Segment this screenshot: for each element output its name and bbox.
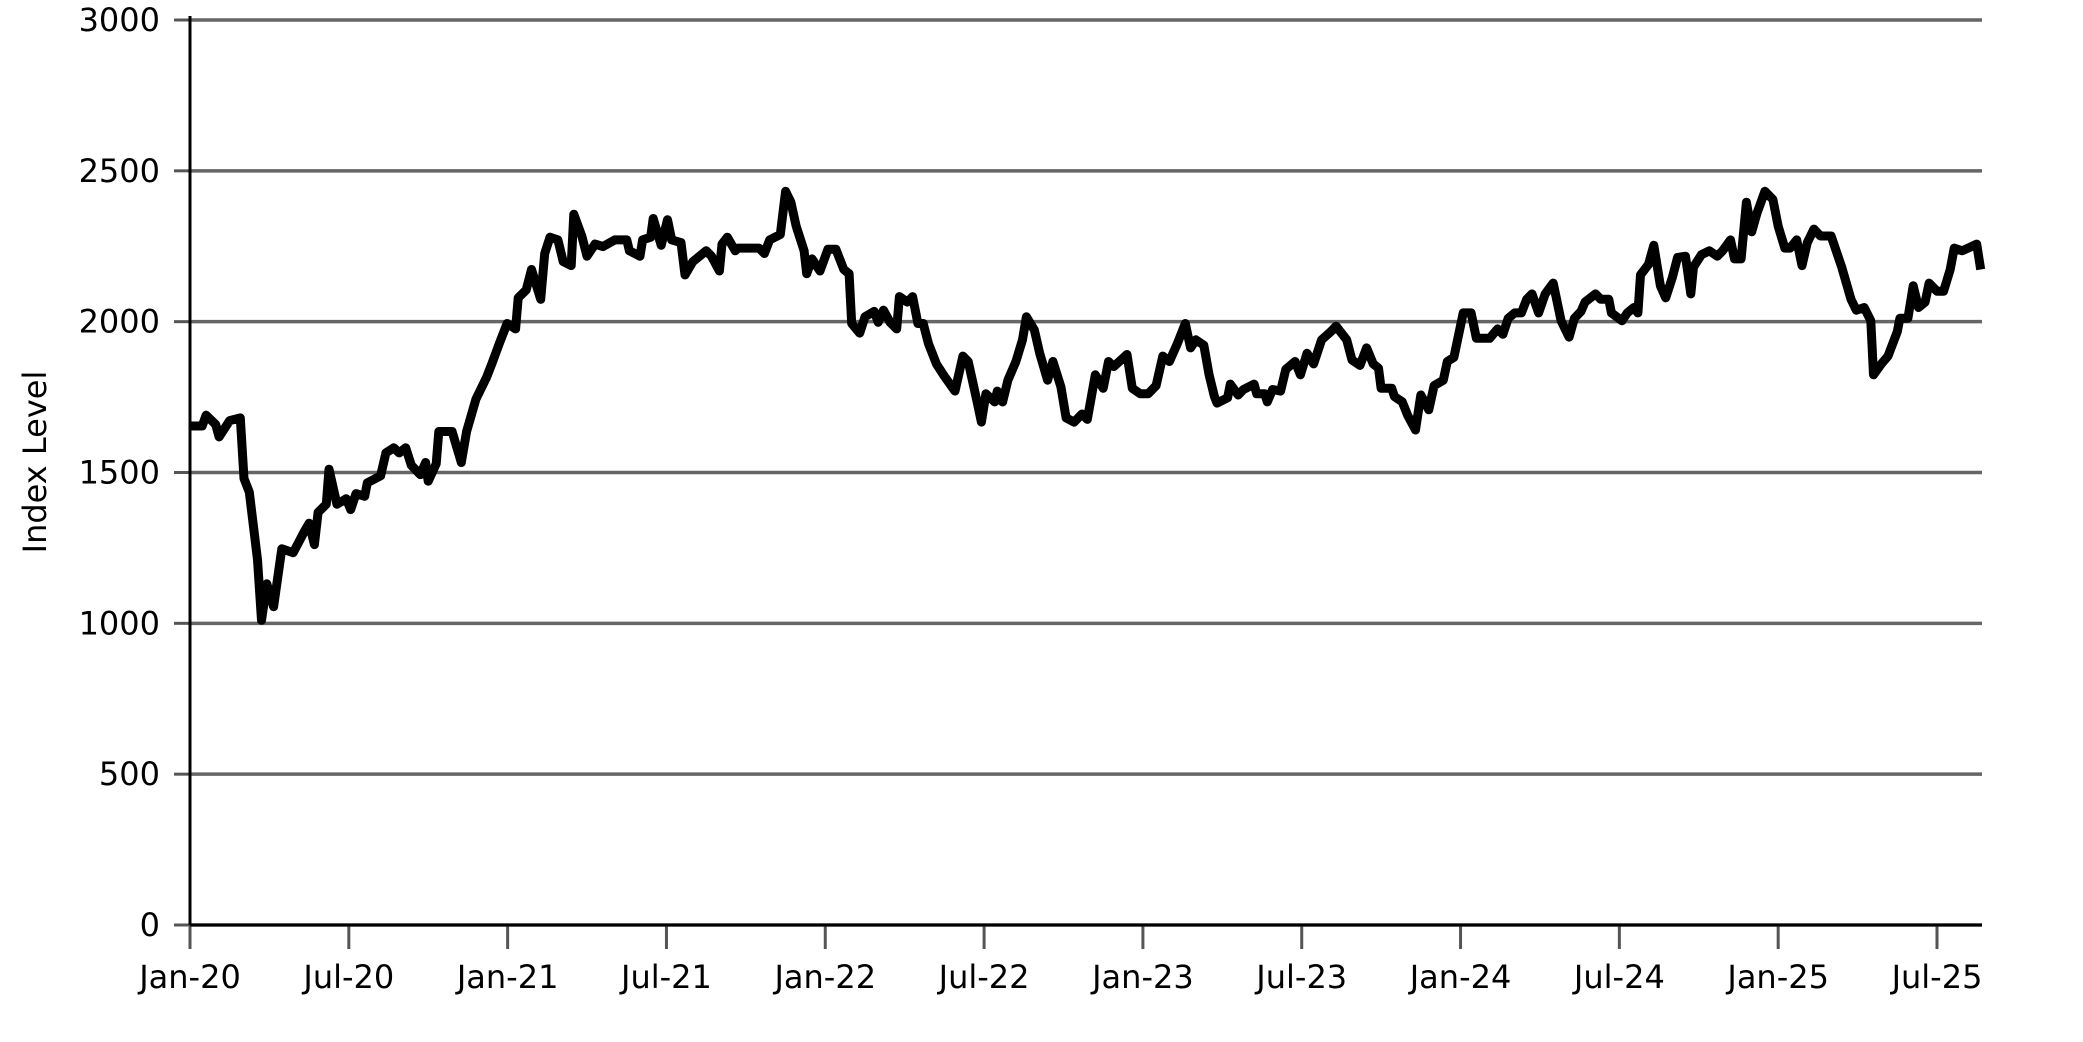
x-tick-label: Jul-21 [619,958,712,996]
y-tick-label: 1000 [79,604,160,642]
x-tick-label: Jul-23 [1254,958,1347,996]
x-tick-label: Jan-24 [1408,958,1512,996]
y-tick-label: 0 [140,906,160,944]
y-tick-label: 1500 [79,454,160,492]
x-tick-label: Jul-24 [1572,958,1665,996]
y-tick-label: 3000 [79,1,160,39]
x-tick-label: Jul-25 [1890,958,1983,996]
y-axis-label: Index Level [16,371,54,554]
x-tick-label: Jan-20 [137,958,241,996]
x-tick-label: Jan-23 [1090,958,1194,996]
y-tick-label: 2000 [79,303,160,341]
x-tick-label: Jul-22 [937,958,1030,996]
y-tick-label: 500 [99,755,160,793]
y-tick-label: 2500 [79,152,160,190]
series-line [190,186,1986,625]
x-tick-label: Jul-20 [301,958,394,996]
x-tick-label: Jan-22 [772,958,876,996]
x-tick-label: Jan-25 [1725,958,1829,996]
x-tick-label: Jan-21 [455,958,559,996]
